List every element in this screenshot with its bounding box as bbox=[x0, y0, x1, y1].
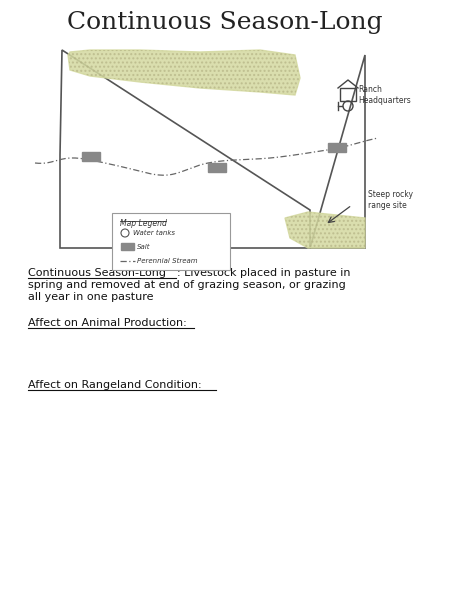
Polygon shape bbox=[285, 212, 365, 248]
Text: all year in one pasture: all year in one pasture bbox=[28, 292, 153, 302]
Bar bbox=[82, 152, 100, 161]
Text: Affect on Animal Production:: Affect on Animal Production: bbox=[28, 318, 187, 328]
Text: Ranch
Headquarters: Ranch Headquarters bbox=[358, 85, 411, 104]
Polygon shape bbox=[68, 50, 300, 95]
Text: spring and removed at end of grazing season, or grazing: spring and removed at end of grazing sea… bbox=[28, 280, 346, 290]
Text: Affect on Rangeland Condition:: Affect on Rangeland Condition: bbox=[28, 380, 202, 390]
Text: Water tanks: Water tanks bbox=[133, 230, 175, 236]
Text: Steep rocky
range site: Steep rocky range site bbox=[368, 190, 413, 209]
Text: Continuous Season-Long: Continuous Season-Long bbox=[28, 268, 166, 278]
Bar bbox=[208, 163, 226, 172]
Text: Map Legend: Map Legend bbox=[120, 219, 167, 228]
Text: Continuous Season-Long: Continuous Season-Long bbox=[67, 10, 383, 34]
Text: Salt: Salt bbox=[137, 244, 150, 250]
Text: : Livestock placed in pasture in: : Livestock placed in pasture in bbox=[177, 268, 351, 278]
Text: Perennial Stream: Perennial Stream bbox=[137, 258, 198, 264]
Bar bbox=[112, 213, 230, 270]
Bar bbox=[340, 88, 356, 101]
Bar bbox=[328, 143, 346, 152]
Bar bbox=[121, 243, 134, 250]
